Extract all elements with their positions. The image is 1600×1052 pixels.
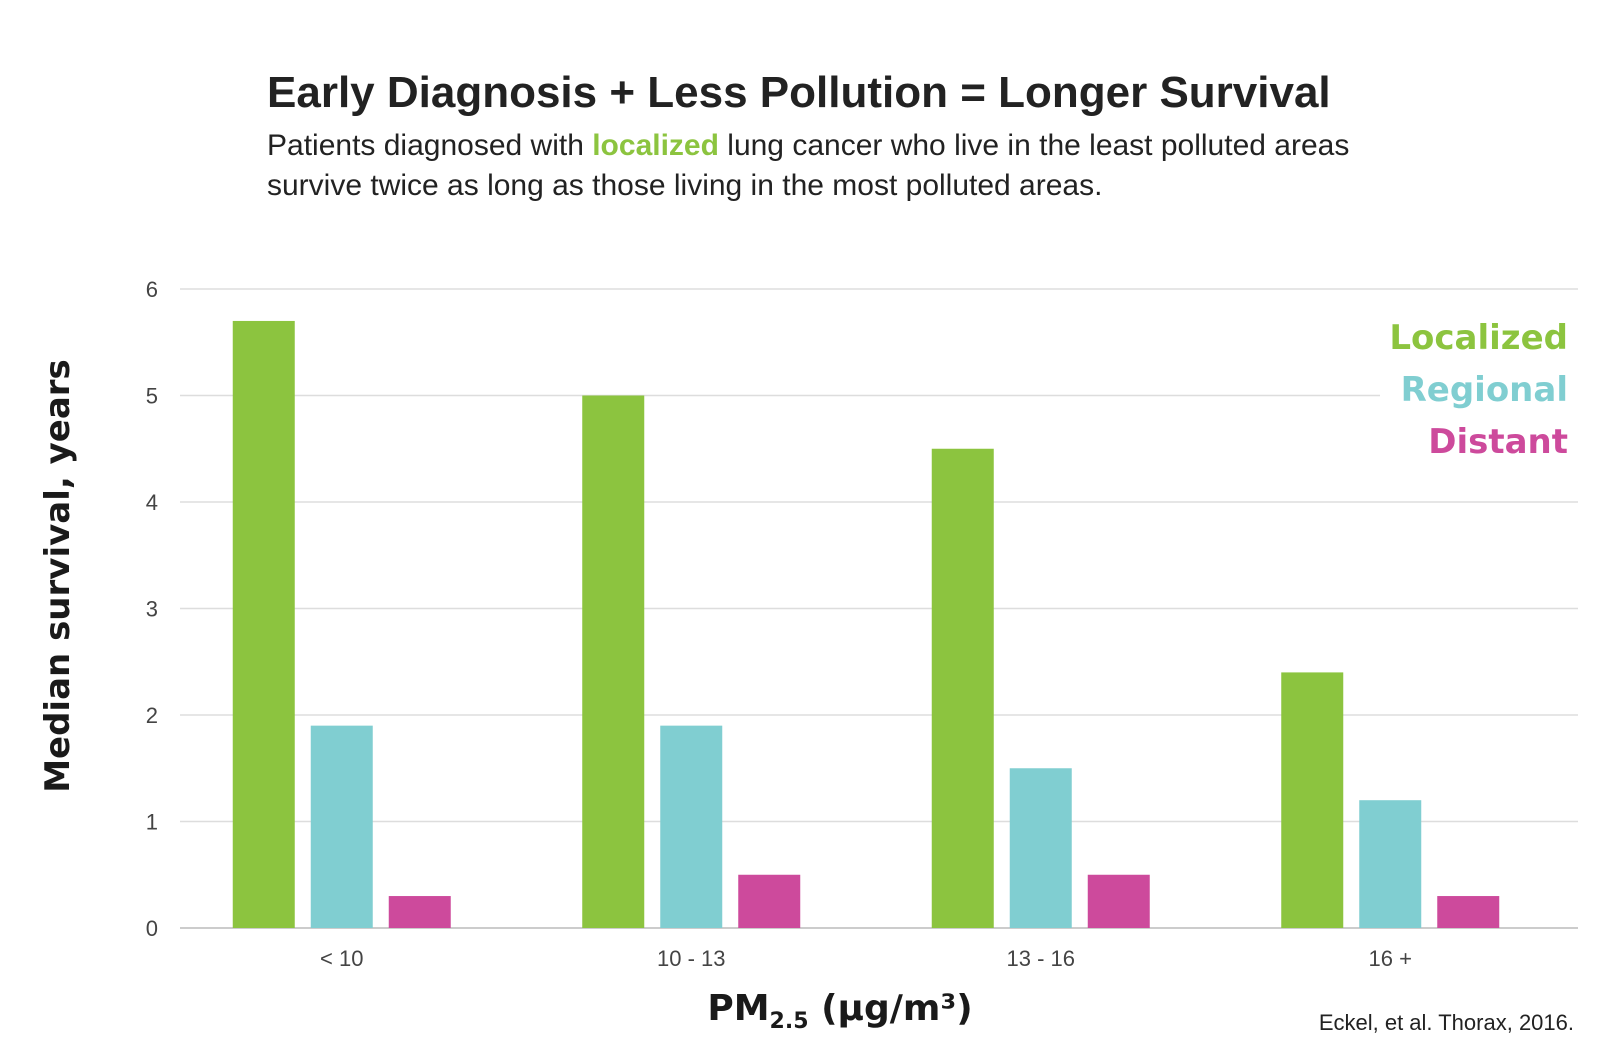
subtitle-text-after: lung cancer who live in the least pollut… [267,129,1350,202]
bar-distant-1 [738,874,801,928]
bar-regional-0 [310,725,373,928]
subtitle-highlight: localized [592,129,719,162]
y-tick-label-4: 4 [146,490,158,515]
source-citation: Eckel, et al. Thorax, 2016. [1318,1010,1574,1035]
legend-regional: Regional [1400,370,1568,410]
y-tick-label-3: 3 [146,597,158,622]
chart-subtitle: Patients diagnosed with localized lung c… [267,126,1387,206]
legend-distant: Distant [1428,422,1568,462]
y-tick-label-2: 2 [146,703,158,728]
x-axis-label-main: PM [707,988,770,1029]
subtitle-text-before: Patients diagnosed with [267,129,593,162]
bars [232,320,1500,928]
bar-distant-0 [388,896,451,928]
legend-localized: Localized [1389,318,1568,358]
bar-regional-2 [1009,768,1072,928]
x-axis-label-subscript: 2.5 [769,1009,809,1035]
bar-localized-3 [1281,672,1344,928]
bar-regional-1 [660,725,723,928]
x-tick-label-0: < 10 [320,946,363,971]
x-tick-labels: < 10 10 - 13 13 - 16 16 + [320,946,1412,971]
y-tick-label-6: 6 [146,277,158,302]
y-tick-label-1: 1 [146,810,158,835]
bar-regional-3 [1359,800,1422,928]
x-tick-label-3: 16 + [1369,946,1412,971]
x-tick-label-2: 13 - 16 [1007,946,1076,971]
x-axis-label: PM2.5 (µg/m³) [707,988,972,1034]
x-axis-label-unit: (µg/m³) [808,988,973,1029]
y-tick-label-0: 0 [146,916,158,941]
bar-localized-2 [931,448,994,928]
bar-localized-1 [582,395,645,928]
y-axis-label: Median survival, years [38,359,78,793]
bar-localized-0 [232,320,295,928]
y-tick-label-5: 5 [146,384,158,409]
chart-title: Early Diagnosis + Less Pollution = Longe… [267,68,1331,117]
y-tick-labels: 0 1 2 3 4 5 6 [146,277,158,941]
bar-distant-2 [1087,874,1150,928]
x-tick-label-1: 10 - 13 [657,946,726,971]
bar-distant-3 [1437,896,1500,928]
grid-lines [180,288,1578,929]
